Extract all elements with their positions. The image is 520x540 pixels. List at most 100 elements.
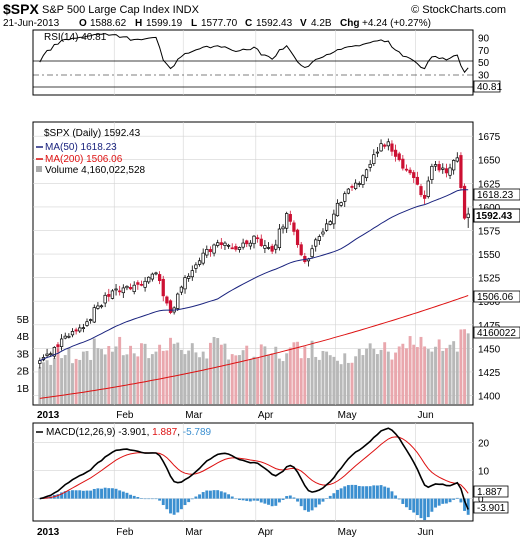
macd-hist-bar [267,498,270,505]
low-label: L [191,18,197,29]
volume-bar [270,353,274,404]
candle [324,218,329,232]
volume-bar [241,350,245,404]
volume-bar [129,345,133,404]
symbol-title: $SPX [3,1,39,17]
volume-bar [96,348,100,404]
macd-hist-bar [92,488,96,499]
candle [121,284,125,298]
macd-hist-bar [394,495,398,499]
candle [168,299,173,315]
candle [49,351,53,357]
candle [150,272,154,282]
macd-hist-bar [346,485,350,499]
candle [226,243,231,249]
rsi-panel: RSI(14) 40.81 9070503010 40.81 [32,29,502,96]
macd-hist-bar [183,498,187,506]
volume-bar [274,346,278,404]
volume-bar [245,345,249,404]
volume-bar [325,351,329,404]
volume-tick-label: 5B [17,315,30,326]
macd-hist-bar [285,496,289,499]
macd-hist-bar [85,490,89,499]
candle [125,285,129,291]
candle [433,160,438,171]
candle [437,160,441,173]
macd-hist-bar [241,498,245,501]
close-tag-text: 1592.43 [476,211,513,222]
macd-hist-bar [161,498,165,506]
macd-hist-bar [208,490,212,499]
ma200-tag-text: 1506.06 [477,292,514,303]
x-axis-month: Feb [116,410,134,421]
volume-bar [114,346,118,404]
volume-bar [219,344,223,404]
price-tick-label: 1575 [478,226,501,237]
macd-hist-bar [317,498,321,505]
volume-bar [288,347,292,404]
high-value: 1599.19 [146,18,183,29]
macd-hist-bar [379,485,383,499]
volume-bar [140,343,143,404]
volume-bar [354,356,358,404]
candle [139,280,144,287]
volume-bar [198,357,201,404]
candle [343,191,347,207]
volume-tick-label: 1B [17,384,30,395]
macd-hist-bar [96,488,100,499]
candle [197,257,202,267]
macd-hist-bar [437,498,441,506]
legend-ma200: MA(200) 1506.06 [45,154,123,165]
macd-hist-bar [256,498,260,501]
volume-bar [121,355,125,404]
candle [295,228,300,248]
rsi-tick-label: 90 [478,33,490,44]
volume-bar [383,342,387,404]
volume-bar [408,336,412,404]
volume-label: V [300,18,307,29]
macd-hist-bar [299,498,303,507]
volume-bar [172,343,176,404]
x-axis-year: 2013 [37,527,60,538]
legend-main: $SPX (Daily) 1592.43 [44,128,141,139]
volume-bar [292,342,296,404]
price-tick-label: 1600 [478,203,501,214]
volume-bar [361,355,365,404]
volume-tag-text: 4160022 [477,328,516,339]
macd-hist-bar [430,498,434,512]
volume-bar [401,343,405,404]
candle [259,234,263,248]
ohlc-row: O 1588.62 H 1599.19 L 1577.70 C 1592.43 … [79,18,431,29]
volume-bar [103,354,107,404]
macd-histogram [38,484,470,521]
volume-bar [41,362,45,404]
macd-hist-bar [81,490,85,499]
macd-hist-bar [201,492,205,499]
macd-hist-bar [169,498,172,514]
macd-hist-bar [426,498,430,518]
volume-tick-label: 2B [17,367,30,378]
macd-hist-bar [292,497,296,499]
rsi-tick-label: 70 [478,46,490,57]
volume-bar [110,351,114,404]
candle [110,289,115,300]
candle [361,174,365,188]
volume-bar [339,364,343,404]
candle [274,239,278,254]
candle [448,163,452,180]
volume-bar [332,356,336,404]
candle [194,262,198,273]
candle [205,245,209,259]
macd-hist-bar [339,488,343,499]
candle [350,184,354,191]
volume-bar [205,358,209,404]
macd-panel: MACD(12,26,9) -3.901, 1.887, -5.789 20 10… [32,422,509,522]
rsi-tick-label: 30 [478,70,490,81]
candle [78,324,82,334]
candle [241,238,245,250]
price-tick-label: 1400 [478,392,501,403]
volume-bar [423,346,427,404]
candle [277,223,282,251]
macd-hist-bar [365,486,368,499]
volume-bar [346,362,350,404]
